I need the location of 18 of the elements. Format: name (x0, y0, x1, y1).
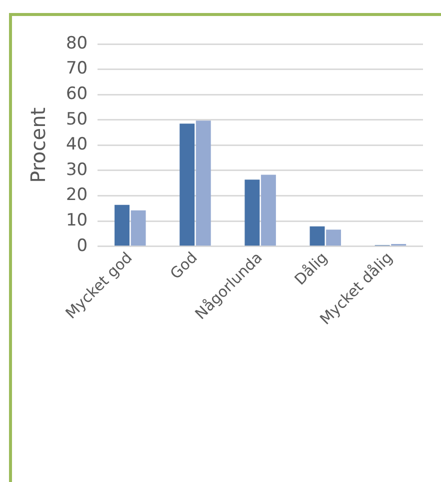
bar (180, 124, 195, 246)
y-tick-label: 70 (66, 58, 88, 79)
bar (114, 204, 130, 246)
bar (260, 174, 276, 246)
bar (244, 180, 260, 246)
bar (310, 226, 325, 246)
y-axis-title: Procent (26, 107, 50, 183)
bar (326, 230, 342, 246)
y-tick-label: 10 (66, 210, 88, 230)
y-tick-label: 60 (66, 84, 88, 104)
bar (130, 210, 146, 246)
y-tick-label: 20 (66, 185, 88, 206)
bar (196, 120, 211, 246)
y-tick-label: 80 (66, 33, 88, 54)
y-tick-label: 40 (66, 134, 88, 155)
y-tick-label: 50 (66, 109, 88, 130)
y-tick-label: 0 (76, 236, 88, 256)
y-tick-label: 30 (66, 160, 88, 180)
